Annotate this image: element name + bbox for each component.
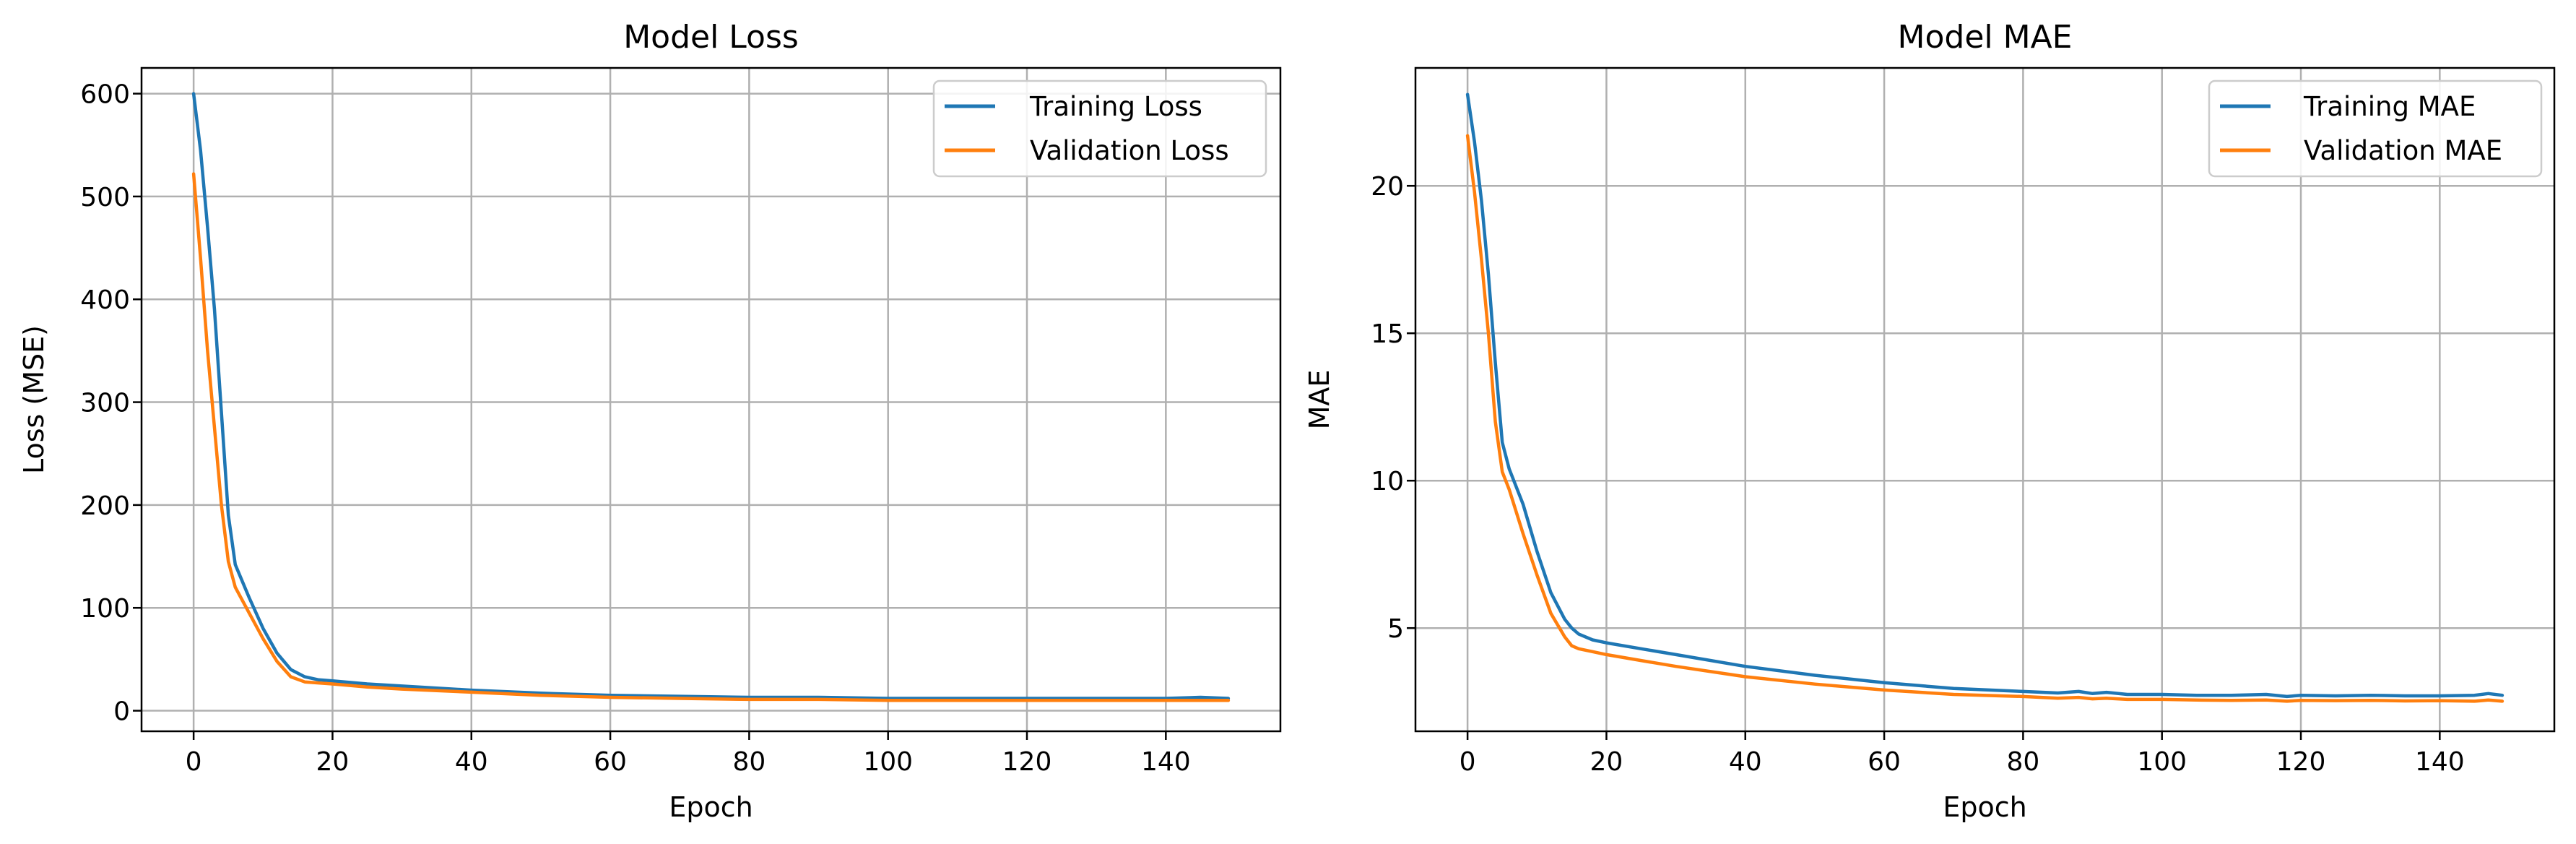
mae-legend-label-training: Training MAE [2303, 91, 2476, 122]
loss-y-tick-label: 400 [80, 285, 130, 315]
loss-grid [142, 68, 1280, 731]
mae-y-axis-label: MAE [1304, 370, 1335, 430]
mae-grid [1415, 68, 2554, 731]
mae-plot-frame [1414, 66, 2556, 733]
loss-y-tick-label: 100 [80, 594, 130, 624]
loss-chart: 0 20 40 60 80 100 120 140 0 100 200 300 400 500 600 Mo… [18, 19, 1282, 823]
loss-y-tick-label: 600 [80, 80, 130, 110]
loss-y-tick-label: 500 [80, 183, 130, 212]
loss-x-tick-label: 0 [186, 747, 202, 777]
mae-ticks: 0 20 40 60 80 100 120 140 5 10 15 20 [1371, 172, 2465, 777]
loss-legend-label-validation: Validation Loss [1030, 135, 1229, 166]
mae-series-validation-line [1465, 134, 2505, 703]
loss-y-tick-label: 0 [113, 697, 130, 727]
mae-x-tick-label: 40 [1729, 747, 1762, 777]
loss-series-validation-line [191, 172, 1231, 702]
loss-y-tick-label: 300 [80, 389, 130, 418]
loss-legend: Training Loss Validation Loss [932, 79, 1267, 178]
mae-x-axis-label: Epoch [1943, 791, 2026, 823]
mae-y-tick-label: 20 [1371, 172, 1404, 202]
mae-x-tick-label: 80 [2006, 747, 2039, 777]
loss-chart-title: Model Loss [623, 19, 799, 56]
mae-series-training-line [1465, 92, 2505, 699]
mae-x-tick-label: 0 [1460, 747, 1476, 777]
mae-x-tick-label: 100 [2137, 747, 2187, 777]
mae-legend-label-validation: Validation MAE [2304, 135, 2502, 166]
loss-x-tick-label: 100 [863, 747, 913, 777]
loss-legend-box [932, 79, 1267, 178]
loss-y-axis-label: Loss (MSE) [18, 325, 50, 474]
mae-x-tick-label: 20 [1590, 747, 1623, 777]
mae-y-tick-label: 5 [1387, 614, 1404, 644]
mae-legend-box [2208, 79, 2543, 178]
loss-plot-frame [140, 66, 1282, 733]
mae-chart-title: Model MAE [1898, 19, 2073, 56]
loss-series-training-line [191, 92, 1231, 700]
loss-x-tick-label: 140 [1141, 747, 1191, 777]
loss-ticks: 0 20 40 60 80 100 120 140 0 100 200 300 400 500 600 [80, 80, 1190, 777]
loss-x-tick-label: 60 [594, 747, 627, 777]
mae-chart: 0 20 40 60 80 100 120 140 5 10 15 20 Model MAE Epoc… [1304, 19, 2556, 823]
loss-x-axis-label: Epoch [669, 791, 753, 823]
mae-series-group [1465, 92, 2505, 703]
mae-legend: Training MAE Validation MAE [2208, 79, 2543, 178]
mae-x-tick-label: 120 [2276, 747, 2326, 777]
mae-y-tick-label: 15 [1371, 319, 1404, 349]
loss-x-tick-label: 80 [732, 747, 766, 777]
loss-x-tick-label: 120 [1002, 747, 1052, 777]
loss-legend-label-training: Training Loss [1029, 91, 1202, 122]
mae-x-tick-label: 60 [1868, 747, 1901, 777]
loss-x-tick-label: 20 [316, 747, 350, 777]
mae-y-tick-label: 10 [1371, 467, 1404, 496]
loss-y-tick-label: 200 [80, 491, 130, 521]
loss-series-group [191, 92, 1231, 702]
loss-x-tick-label: 40 [455, 747, 488, 777]
mae-x-tick-label: 140 [2415, 747, 2465, 777]
